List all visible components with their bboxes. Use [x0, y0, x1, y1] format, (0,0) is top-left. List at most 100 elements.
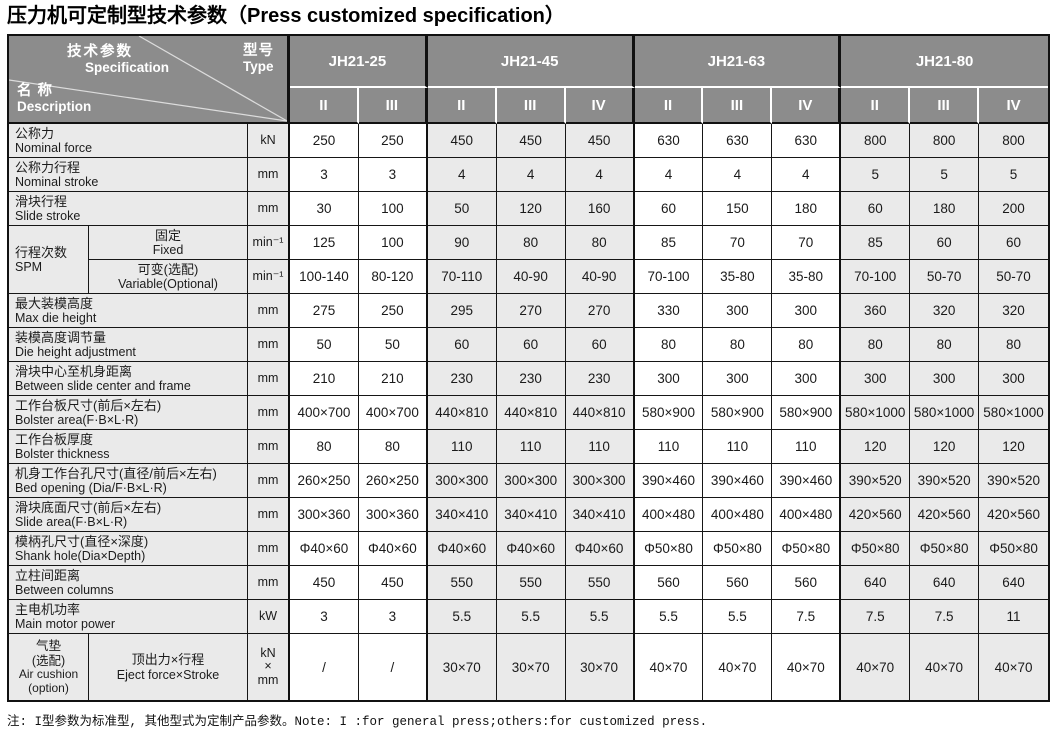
row-label: 装模高度调节量 Die height adjustment	[9, 328, 248, 362]
value-cell: 450	[496, 124, 566, 158]
value-cell: 550	[565, 566, 635, 600]
value-cell: 85	[841, 226, 911, 260]
value-cell: 30	[290, 192, 359, 226]
value-cell: 330	[634, 294, 704, 328]
corner-description-label: 名 称 Description	[17, 83, 92, 115]
value-cell: 250	[290, 124, 359, 158]
value-cell: 110	[496, 430, 566, 464]
value-cell: 320	[979, 294, 1048, 328]
value-cell: 40-90	[496, 260, 566, 294]
value-cell: Φ50×80	[841, 532, 911, 566]
value-cell: 40×70	[772, 634, 842, 700]
variant-header: II	[427, 88, 497, 124]
value-cell: 260×250	[290, 464, 359, 498]
value-cell: 230	[427, 362, 497, 396]
value-cell: 5.5	[634, 600, 704, 634]
value-cell: 630	[634, 124, 704, 158]
value-cell: 60	[841, 192, 911, 226]
unit-cell: min⁻¹	[248, 226, 290, 260]
table-row: 机身工作台孔尺寸(直径/前后×左右) Bed opening (Dia/F·B×L…	[9, 464, 1048, 498]
value-cell: 320	[910, 294, 980, 328]
value-cell: 80	[496, 226, 566, 260]
table-row: 可变(选配) Variable(Optional) min⁻¹ 100-140 80-1…	[9, 260, 1048, 294]
value-cell: 800	[979, 124, 1048, 158]
table-row: 工作台板厚度 Bolster thickness mm 80 80 110 110 110 11…	[9, 430, 1048, 464]
row-label: 公称力行程 Nominal stroke	[9, 158, 248, 192]
value-cell: 300×300	[565, 464, 635, 498]
row-group-label: 行程次数 SPM	[9, 226, 89, 294]
value-cell: 150	[703, 192, 773, 226]
value-cell: 5.5	[496, 600, 566, 634]
value-cell: 560	[772, 566, 842, 600]
value-cell: 440×810	[496, 396, 566, 430]
value-cell: Φ50×80	[979, 532, 1048, 566]
row-label: 滑块行程 Slide stroke	[9, 192, 248, 226]
row-group-label: 气垫 (选配) Air cushion (option)	[9, 634, 89, 700]
value-cell: 580×900	[772, 396, 842, 430]
value-cell: 4	[565, 158, 635, 192]
row-label: 滑块底面尺寸(前后×左右) Slide area(F·B×L·R)	[9, 498, 248, 532]
value-cell: 80	[979, 328, 1048, 362]
value-cell: 4	[634, 158, 704, 192]
value-cell: 400×700	[358, 396, 428, 430]
value-cell: 390×520	[979, 464, 1048, 498]
value-cell: 300	[703, 362, 773, 396]
value-cell: 80	[703, 328, 773, 362]
value-cell: 450	[565, 124, 635, 158]
model-header: JH21-45	[427, 36, 635, 88]
table-row: 主电机功率 Main motor power kW 3 3 5.5 5.5 5.5 5.5 5.5…	[9, 600, 1048, 634]
value-cell: 7.5	[910, 600, 980, 634]
value-cell: 210	[358, 362, 428, 396]
table-row: 滑块行程 Slide stroke mm 30 100 50 120 160 60 150 180 6…	[9, 192, 1048, 226]
value-cell: 300	[841, 362, 911, 396]
value-cell: 50-70	[910, 260, 980, 294]
value-cell: 270	[496, 294, 566, 328]
value-cell: Φ50×80	[772, 532, 842, 566]
value-cell: 80	[910, 328, 980, 362]
value-cell: 200	[979, 192, 1048, 226]
value-cell: Φ50×80	[910, 532, 980, 566]
value-cell: 70-100	[634, 260, 704, 294]
value-cell: 550	[496, 566, 566, 600]
value-cell: 40×70	[979, 634, 1048, 700]
value-cell: /	[290, 634, 359, 700]
variant-header: III	[910, 88, 980, 124]
value-cell: 400×480	[634, 498, 704, 532]
value-cell: Φ40×60	[290, 532, 359, 566]
value-cell: 630	[772, 124, 842, 158]
value-cell: 11	[979, 600, 1048, 634]
value-cell: 450	[358, 566, 428, 600]
value-cell: 40×70	[703, 634, 773, 700]
value-cell: 35-80	[772, 260, 842, 294]
value-cell: 120	[496, 192, 566, 226]
row-label: 立柱间距离 Between columns	[9, 566, 248, 600]
table-row: 最大装模高度 Max die height mm 275 250 295 270 270 330…	[9, 294, 1048, 328]
value-cell: 340×410	[427, 498, 497, 532]
model-header: JH21-63	[634, 36, 842, 88]
unit-cell: mm	[248, 362, 290, 396]
value-cell: 420×560	[979, 498, 1048, 532]
value-cell: 580×1000	[979, 396, 1048, 430]
value-cell: 50	[427, 192, 497, 226]
value-cell: 80	[290, 430, 359, 464]
value-cell: 300	[703, 294, 773, 328]
value-cell: 300	[979, 362, 1048, 396]
value-cell: 580×900	[634, 396, 704, 430]
unit-cell: mm	[248, 192, 290, 226]
value-cell: 5.5	[703, 600, 773, 634]
value-cell: 300×360	[290, 498, 359, 532]
value-cell: 70	[703, 226, 773, 260]
value-cell: Φ40×60	[358, 532, 428, 566]
row-label: 公称力 Nominal force	[9, 124, 248, 158]
table-row: 模柄孔尺寸(直径×深度) Shank hole(Dia×Depth) mm Φ40×6…	[9, 532, 1048, 566]
value-cell: 60	[427, 328, 497, 362]
value-cell: 450	[290, 566, 359, 600]
value-cell: 340×410	[496, 498, 566, 532]
row-sub-label: 固定 Fixed	[89, 226, 248, 260]
value-cell: 120	[910, 430, 980, 464]
value-cell: 250	[358, 124, 428, 158]
value-cell: 270	[565, 294, 635, 328]
variant-header: III	[358, 88, 428, 124]
row-label: 工作台板尺寸(前后×左右) Bolster area(F·B×L·R)	[9, 396, 248, 430]
value-cell: 5	[910, 158, 980, 192]
